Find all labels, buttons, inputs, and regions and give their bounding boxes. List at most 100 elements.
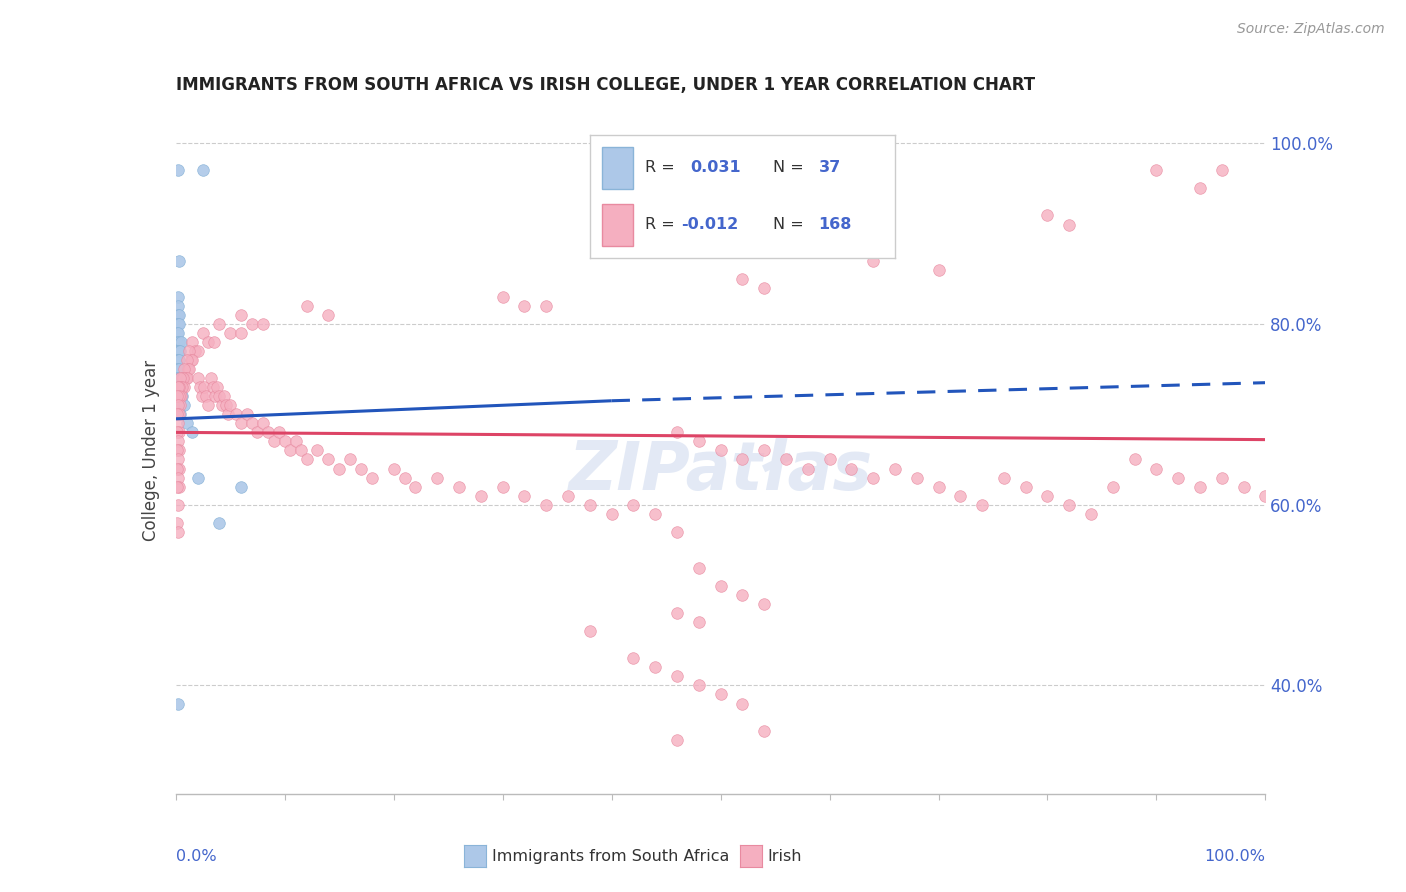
Point xyxy=(166,480,188,494)
Point xyxy=(841,461,863,475)
Point xyxy=(579,498,602,512)
Point xyxy=(173,380,195,394)
Point xyxy=(186,344,209,359)
Point xyxy=(212,389,235,403)
Point xyxy=(177,362,200,376)
Text: 0.0%: 0.0% xyxy=(176,849,217,863)
Point xyxy=(688,434,710,449)
Point xyxy=(181,353,204,368)
Bar xyxy=(602,147,633,189)
Point xyxy=(928,480,950,494)
Point xyxy=(215,398,238,412)
Point xyxy=(339,452,361,467)
Point xyxy=(166,461,188,475)
Point xyxy=(731,588,754,602)
Point xyxy=(644,507,666,521)
Point xyxy=(231,417,253,431)
Point xyxy=(318,452,340,467)
Point xyxy=(862,253,884,268)
Point xyxy=(167,434,190,449)
Point xyxy=(197,334,219,349)
Point xyxy=(231,326,253,340)
Point xyxy=(191,163,214,178)
Point xyxy=(167,425,190,440)
Point xyxy=(710,579,733,593)
Point xyxy=(666,732,689,747)
Point xyxy=(905,470,928,484)
Point xyxy=(167,380,190,394)
Point xyxy=(1189,181,1212,195)
Text: ZIPatłas: ZIPatłas xyxy=(568,438,873,504)
Point xyxy=(176,371,198,385)
Point xyxy=(167,470,190,484)
Text: 37: 37 xyxy=(818,161,841,176)
Point xyxy=(426,470,449,484)
Point xyxy=(928,262,950,277)
Point xyxy=(1189,480,1212,494)
Point xyxy=(360,470,382,484)
Point xyxy=(818,452,841,467)
Point xyxy=(231,480,253,494)
Point xyxy=(191,389,214,403)
Point xyxy=(492,480,515,494)
Point xyxy=(166,389,188,403)
Point xyxy=(405,480,427,494)
Point xyxy=(167,407,190,421)
Point xyxy=(219,398,242,412)
Point xyxy=(666,524,689,539)
Point xyxy=(166,398,188,412)
Point xyxy=(208,317,231,331)
Point xyxy=(167,380,190,394)
Point xyxy=(174,371,197,385)
Point xyxy=(754,597,776,611)
Point xyxy=(217,407,239,421)
Point xyxy=(841,244,863,259)
Point xyxy=(166,380,188,394)
Point xyxy=(186,470,209,484)
Point xyxy=(166,407,188,421)
Point xyxy=(172,389,194,403)
Point xyxy=(173,362,195,376)
Point xyxy=(167,308,190,322)
Point xyxy=(382,461,405,475)
Point xyxy=(318,308,340,322)
Point xyxy=(731,271,754,285)
Point xyxy=(579,624,602,639)
Point xyxy=(204,389,226,403)
Point xyxy=(621,498,644,512)
Point xyxy=(278,443,301,458)
Text: Irish: Irish xyxy=(768,849,803,863)
Point xyxy=(166,344,188,359)
Point xyxy=(274,434,297,449)
Point xyxy=(177,344,200,359)
Point xyxy=(169,398,191,412)
Point xyxy=(166,326,188,340)
Point xyxy=(167,417,190,431)
Point xyxy=(557,489,579,503)
Point xyxy=(394,470,416,484)
Text: IMMIGRANTS FROM SOUTH AFRICA VS IRISH COLLEGE, UNDER 1 YEAR CORRELATION CHART: IMMIGRANTS FROM SOUTH AFRICA VS IRISH CO… xyxy=(176,77,1035,95)
Point xyxy=(167,353,190,368)
Point xyxy=(666,669,689,683)
Point xyxy=(166,353,188,368)
Point xyxy=(1254,489,1277,503)
Point xyxy=(1036,209,1059,223)
Point xyxy=(534,498,557,512)
Point xyxy=(1167,470,1189,484)
Point xyxy=(167,299,190,313)
Point xyxy=(492,290,515,304)
Point xyxy=(188,380,211,394)
Text: Immigrants from South Africa: Immigrants from South Africa xyxy=(492,849,730,863)
Point xyxy=(166,443,188,458)
Point xyxy=(167,480,190,494)
Point xyxy=(240,317,263,331)
Point xyxy=(754,723,776,738)
Point xyxy=(1211,163,1233,178)
Point xyxy=(173,398,195,412)
Point xyxy=(167,380,190,394)
Point xyxy=(257,425,280,440)
Point xyxy=(167,163,190,178)
Point xyxy=(534,299,557,313)
Bar xyxy=(602,203,633,246)
Point xyxy=(169,389,191,403)
